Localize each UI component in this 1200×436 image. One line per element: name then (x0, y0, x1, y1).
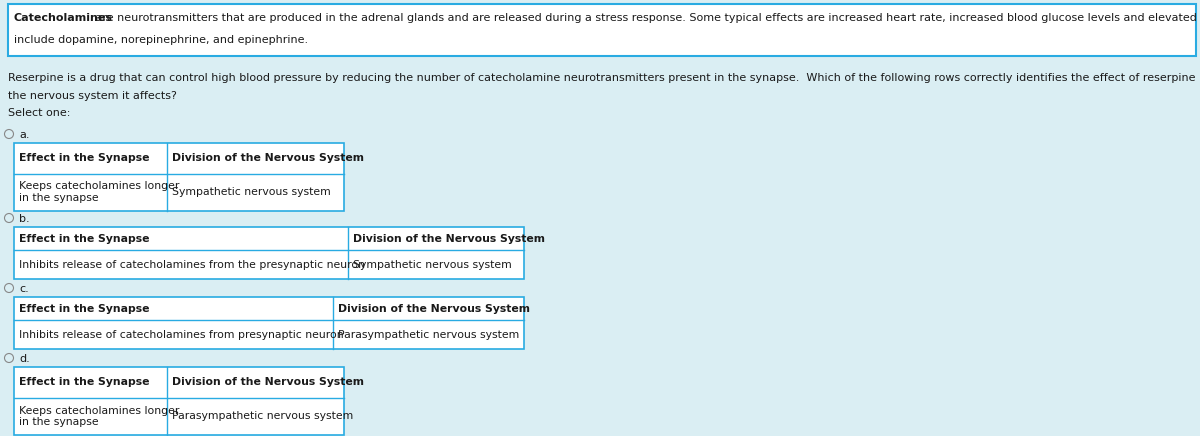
Text: Effect in the Synapse: Effect in the Synapse (19, 153, 150, 164)
Text: Catecholamines: Catecholamines (14, 13, 113, 23)
Text: Parasympathetic nervous system: Parasympathetic nervous system (173, 411, 354, 421)
Text: Sympathetic nervous system: Sympathetic nervous system (173, 187, 331, 198)
Text: Division of the Nervous System: Division of the Nervous System (173, 377, 365, 387)
Text: b.: b. (19, 214, 30, 224)
Text: the nervous system it affects?: the nervous system it affects? (8, 91, 176, 101)
Text: Keeps catecholamines longer
in the synapse: Keeps catecholamines longer in the synap… (19, 181, 179, 203)
Text: Division of the Nervous System: Division of the Nervous System (353, 234, 545, 244)
Text: include dopamine, norepinephrine, and epinephrine.: include dopamine, norepinephrine, and ep… (14, 35, 308, 45)
Text: c.: c. (19, 284, 29, 294)
Text: Division of the Nervous System: Division of the Nervous System (173, 153, 365, 164)
Text: Select one:: Select one: (8, 108, 71, 118)
Text: are neurotransmitters that are produced in the adrenal glands and are released d: are neurotransmitters that are produced … (92, 13, 1200, 23)
Text: Division of the Nervous System: Division of the Nervous System (337, 304, 529, 313)
Text: a.: a. (19, 130, 30, 140)
Text: Parasympathetic nervous system: Parasympathetic nervous system (337, 330, 520, 340)
Bar (14, 297, 524, 349)
Text: Keeps catecholamines longer
in the synapse: Keeps catecholamines longer in the synap… (19, 405, 179, 427)
Text: Effect in the Synapse: Effect in the Synapse (19, 304, 150, 313)
Bar (8, 4, 1196, 56)
Text: Inhibits release of catecholamines from presynaptic neuron: Inhibits release of catecholamines from … (19, 330, 343, 340)
Bar (14, 143, 344, 211)
Text: d.: d. (19, 354, 30, 364)
Text: Effect in the Synapse: Effect in the Synapse (19, 234, 150, 244)
Text: Reserpine is a drug that can control high blood pressure by reducing the number : Reserpine is a drug that can control hig… (8, 73, 1200, 83)
Text: Effect in the Synapse: Effect in the Synapse (19, 377, 150, 387)
Bar (14, 227, 524, 279)
Text: Sympathetic nervous system: Sympathetic nervous system (353, 260, 512, 270)
Text: Inhibits release of catecholamines from the presynaptic neuron: Inhibits release of catecholamines from … (19, 260, 365, 270)
Bar (14, 367, 344, 435)
